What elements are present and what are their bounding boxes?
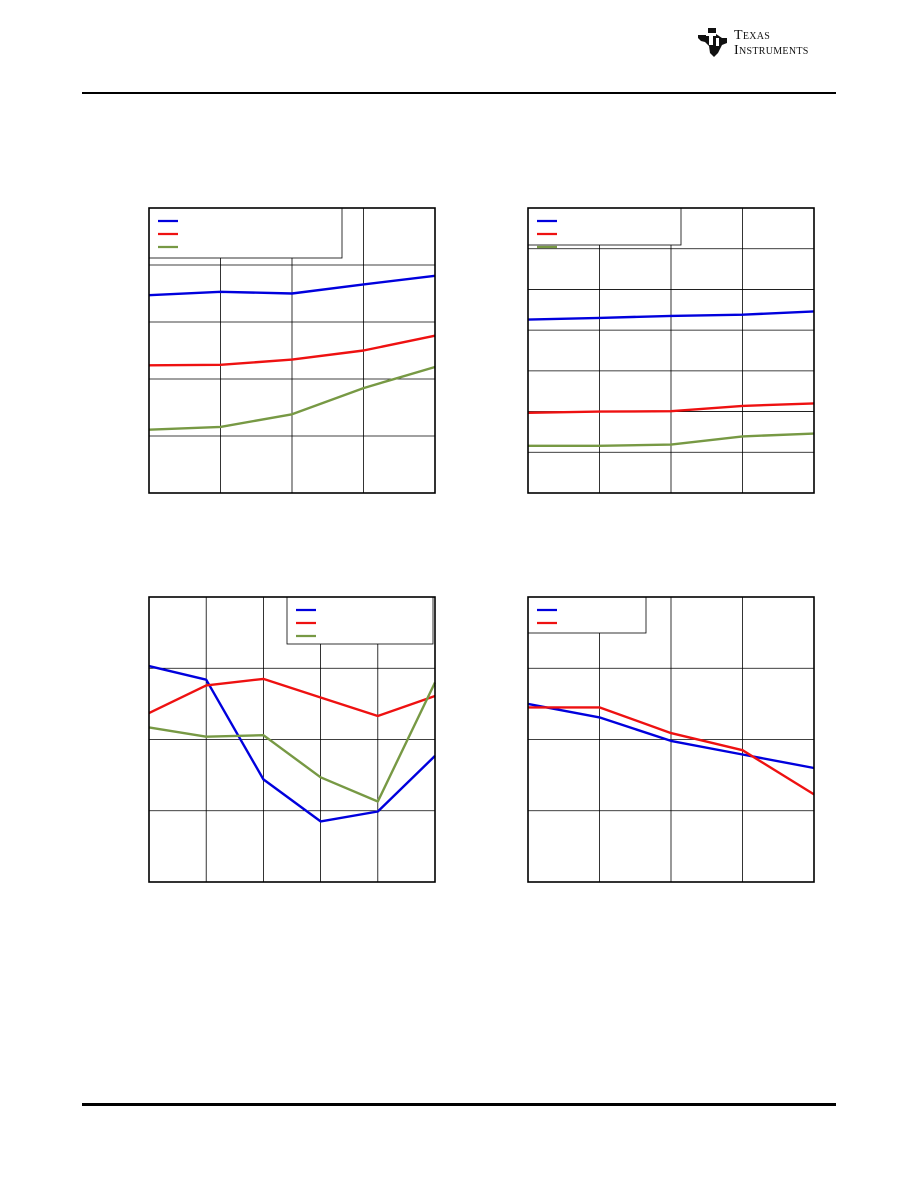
gridlines — [528, 208, 814, 493]
ti-wordmark: Texas Instruments — [734, 28, 809, 58]
legend-box — [527, 207, 682, 246]
series-line-2 — [148, 334, 436, 367]
series-line-3 — [528, 432, 815, 448]
series-line-1 — [527, 702, 815, 770]
legend — [148, 207, 343, 259]
plot-frame — [527, 596, 815, 883]
series-line-1 — [148, 274, 436, 297]
plot-frame — [148, 207, 436, 494]
series-line-1 — [527, 310, 815, 321]
gridlines — [149, 597, 435, 882]
series-line-1 — [148, 664, 436, 823]
chart-b — [527, 207, 815, 494]
chart-c — [148, 596, 437, 883]
legend — [286, 596, 434, 645]
legend — [527, 207, 682, 249]
series-line-2 — [527, 402, 815, 414]
legend-box — [527, 596, 647, 634]
legend — [527, 596, 647, 634]
gridlines — [149, 208, 435, 493]
header-rule — [82, 92, 836, 94]
series-line-2 — [148, 677, 436, 718]
chart-a — [148, 207, 436, 494]
series-line-3 — [148, 681, 437, 803]
chart-d — [527, 596, 815, 883]
series-line-2 — [528, 706, 815, 796]
footer-rule — [82, 1103, 836, 1106]
gridlines — [528, 597, 814, 882]
legend-box — [286, 596, 434, 645]
plot-frame — [527, 207, 815, 494]
ti-logo: Texas Instruments — [696, 26, 840, 62]
ti-state-emblem-icon — [698, 28, 727, 57]
series-line-3 — [148, 365, 436, 431]
plot-frame — [148, 596, 436, 883]
